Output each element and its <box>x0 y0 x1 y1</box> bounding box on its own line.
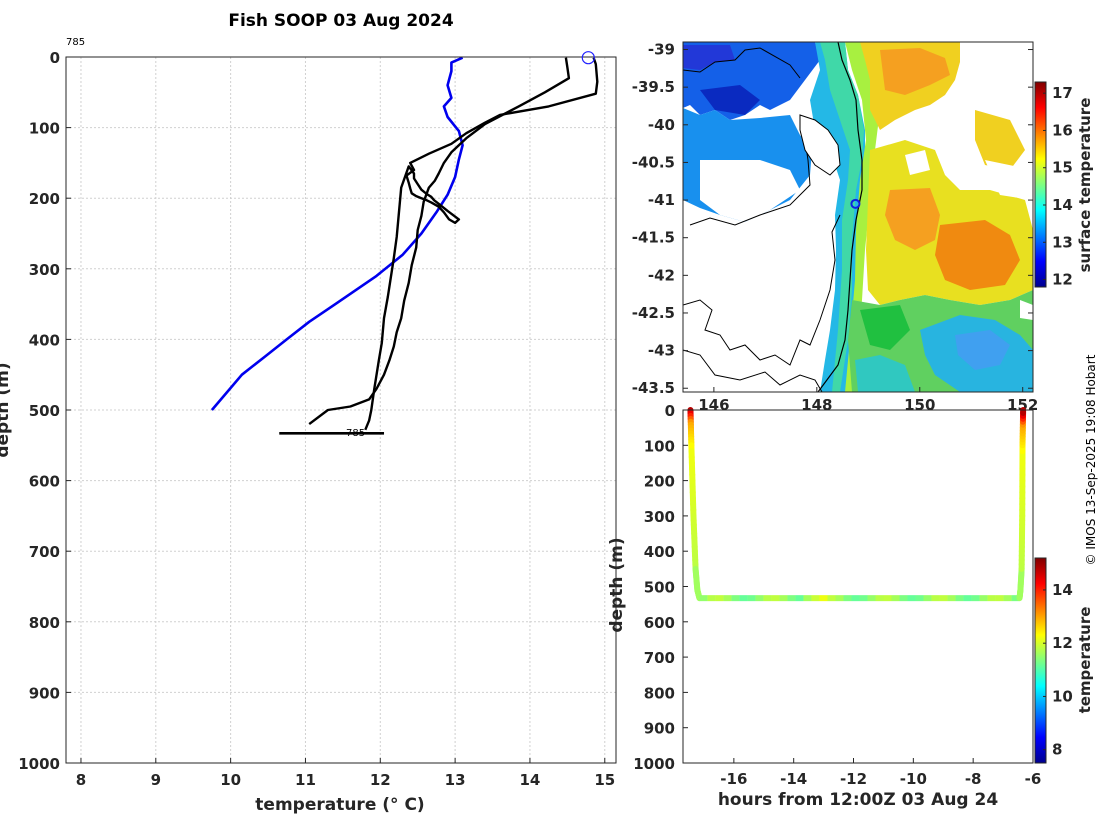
profile-x-tick-label: 8 <box>76 771 86 789</box>
profile-y-tick-label: 300 <box>29 261 60 279</box>
map-y-tick-label: -39 <box>648 41 675 59</box>
profile-x-tick-label: 13 <box>445 771 466 789</box>
section-colorbar-tick-label: 12 <box>1052 634 1073 652</box>
section-y-tick-label: 100 <box>644 437 675 455</box>
map-colorbar-ticks: 12 13 14 15 16 17 <box>1043 84 1073 289</box>
section-x-tick-label: -8 <box>965 770 982 788</box>
map-y-tick-label: -41.5 <box>632 229 675 247</box>
section-y-tick-label: 700 <box>644 649 675 667</box>
section-colorbar-label: temperature <box>1076 607 1094 714</box>
profile-y-tick-label: 700 <box>29 543 60 561</box>
profile-x-tick-label: 15 <box>594 771 615 789</box>
profile-series-climatology <box>210 56 464 411</box>
section-colorbar-tick-label: 14 <box>1052 581 1073 599</box>
map-position-marker <box>850 198 861 209</box>
map-y-tick-label: -41 <box>648 191 675 209</box>
section-y-tick-label: 400 <box>644 543 675 561</box>
profile-x-tick-label: 14 <box>520 771 541 789</box>
profile-x-label: temperature (° C) <box>255 795 424 815</box>
map-colorbar-label: surface temperature <box>1076 98 1094 273</box>
section-y-tick-label: 800 <box>644 684 675 702</box>
profile-y-tick-label: 400 <box>29 331 60 349</box>
profile-y-tick-label: 900 <box>29 684 60 702</box>
profile-y-tick-label: 600 <box>29 473 60 491</box>
section-x-tick-label: -14 <box>780 770 807 788</box>
section-y-tick-label: 500 <box>644 579 675 597</box>
map-axes-box <box>682 41 1034 393</box>
section-y-tick-label: 300 <box>644 508 675 526</box>
map-y-ticks: -39 -39.5 -40 -40.5 -41 -41.5 -42 -42.5 -43 -43.5 <box>632 41 1033 397</box>
profile-title: Fish SOOP 03 Aug 2024 <box>228 11 454 31</box>
map-y-tick-label: -43.5 <box>632 379 675 397</box>
map-colorbar <box>1034 81 1047 288</box>
profile-panel: 8 9 10 11 12 13 14 15 0 100 200 300 400 500 600 700 800… <box>0 11 617 815</box>
map-sst-field <box>683 42 1033 392</box>
profile-id-bottom: 785 <box>346 428 365 439</box>
section-colorbar-tick-label: 8 <box>1052 741 1062 759</box>
map-y-tick-label: -40.5 <box>632 153 675 171</box>
section-x-tick-label: -12 <box>840 770 867 788</box>
profile-x-tick-label: 12 <box>370 771 391 789</box>
profile-y-ticks: 0 100 200 300 400 500 600 700 800 900 1000 <box>18 49 71 773</box>
section-y-label: depth (m) <box>607 537 627 632</box>
copyright-credit: © IMOS 13-Sep-2025 19:08 Hobart <box>1084 354 1098 565</box>
section-x-ticks: -16 -14 -12 -10 -8 -6 <box>720 758 1041 788</box>
profile-series <box>210 56 599 435</box>
profile-x-tick-label: 11 <box>295 771 316 789</box>
section-y-tick-label: 200 <box>644 473 675 491</box>
profile-x-tick-label: 9 <box>151 771 161 789</box>
section-panel: -16 -14 -12 -10 -8 -6 0 100 200 300 400 500 600 700 8… <box>607 402 1094 810</box>
map-y-tick-label: -42 <box>648 266 675 284</box>
profile-y-tick-label: 0 <box>50 49 60 67</box>
section-x-label: hours from 12:00Z 03 Aug 24 <box>718 790 999 810</box>
section-track <box>687 407 1027 602</box>
section-colorbar-tick-label: 10 <box>1052 687 1073 705</box>
profile-x-ticks: 8 9 10 11 12 13 14 15 <box>76 758 615 789</box>
profile-y-label: depth (m) <box>0 362 13 457</box>
map-colorbar-tick-label: 15 <box>1052 159 1073 177</box>
section-colorbar-ticks: 8 10 12 14 <box>1043 581 1073 759</box>
profile-y-tick-label: 100 <box>29 120 60 138</box>
profile-y-tick-label: 500 <box>29 402 60 420</box>
profile-id-top: 785 <box>66 37 85 48</box>
map-y-tick-label: -42.5 <box>632 304 675 322</box>
surface-start-marker <box>581 51 595 65</box>
profile-y-tick-label: 200 <box>29 190 60 208</box>
map-colorbar-tick-label: 13 <box>1052 233 1073 251</box>
map-y-tick-label: -43 <box>648 342 675 360</box>
map-colorbar-tick-label: 12 <box>1052 271 1073 289</box>
section-y-tick-label: 600 <box>644 614 675 632</box>
section-x-tick-label: -6 <box>1025 770 1042 788</box>
section-y-tick-label: 1000 <box>633 755 675 773</box>
section-y-ticks: 0 100 200 300 400 500 600 700 800 900 1000 <box>633 402 688 773</box>
map-y-tick-label: -39.5 <box>632 78 675 96</box>
profile-y-tick-label: 800 <box>29 614 60 632</box>
section-x-tick-label: -16 <box>720 770 747 788</box>
map-colorbar-tick-label: 17 <box>1052 84 1073 102</box>
map-colorbar-tick-label: 14 <box>1052 196 1073 214</box>
section-x-tick-label: -10 <box>900 770 927 788</box>
section-colorbar <box>1034 557 1047 764</box>
map-panel: 146 148 150 152 -39-39.5-40-40.5-41-41.5-42… <box>632 41 1094 414</box>
section-y-tick-label: 0 <box>665 402 675 420</box>
profile-x-tick-label: 10 <box>220 771 241 789</box>
profile-y-tick-label: 1000 <box>18 755 60 773</box>
map-y-tick-label: -40 <box>648 116 675 134</box>
section-y-tick-label: 900 <box>644 720 675 738</box>
map-colorbar-tick-label: 16 <box>1052 121 1073 139</box>
profile-series-up-cast <box>364 57 599 431</box>
